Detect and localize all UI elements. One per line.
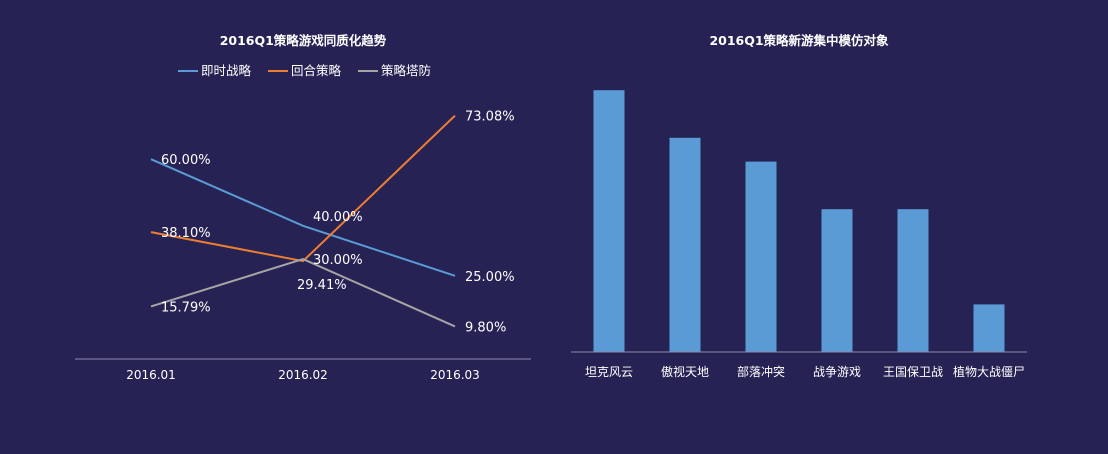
bar-chart-x-ticks: 坦克风云 傲视天地 部落冲突 战争游戏 王国保卫战 植物大战僵尸 — [585, 364, 1025, 379]
bar — [973, 304, 1005, 352]
data-label: 38.10% — [161, 226, 211, 241]
bar-category-label: 战争游戏 — [813, 365, 861, 379]
bar-category-label: 植物大战僵尸 — [953, 364, 1025, 379]
series-line-0 — [150, 158, 456, 277]
bar — [897, 209, 929, 352]
series-line-1 — [150, 114, 456, 263]
data-label: 60.00% — [161, 153, 211, 168]
line-chart-title: 2016Q1策略游戏同质化趋势 — [220, 33, 387, 48]
bar — [669, 137, 701, 352]
bar-category-label: 部落冲突 — [737, 364, 785, 379]
legend-label: 回合策略 — [291, 63, 342, 78]
legend-label: 策略塔防 — [381, 63, 431, 78]
line-chart-x-ticks: 2016.01 2016.02 2016.03 — [126, 368, 480, 382]
data-label: 30.00% — [313, 253, 363, 268]
bar — [745, 161, 777, 352]
legend-label: 即时战略 — [201, 63, 252, 78]
bar-chart-title: 2016Q1策略新游集中模仿对象 — [709, 33, 889, 48]
series-line-2 — [150, 258, 456, 328]
data-label: 9.80% — [465, 320, 506, 335]
bar-category-label: 王国保卫战 — [883, 365, 943, 379]
bar-chart: 2016Q1策略新游集中模仿对象 坦克风云 傲视天地 部落冲突 战争游戏 王国保卫战 植物… — [571, 33, 1027, 379]
x-tick-label: 2016.03 — [430, 368, 480, 382]
data-label: 40.00% — [313, 210, 363, 225]
x-tick-label: 2016.01 — [126, 368, 176, 382]
bar-category-label: 坦克风云 — [585, 365, 633, 379]
bar-chart-bars — [593, 90, 1005, 352]
data-label: 29.41% — [297, 278, 347, 293]
bar — [821, 209, 853, 352]
bar — [593, 90, 625, 352]
x-tick-label: 2016.02 — [278, 368, 328, 382]
data-label: 25.00% — [465, 270, 515, 285]
data-label: 15.79% — [161, 300, 211, 315]
line-chart-legend: 即时战略 回合策略 策略塔防 — [178, 63, 431, 78]
data-label: 73.08% — [465, 110, 515, 125]
line-chart-series — [150, 114, 456, 328]
bar-category-label: 傲视天地 — [661, 364, 709, 379]
line-chart-data-labels: 60.00% 40.00% 25.00% 38.10% 29.41% 73.08% 15.7… — [161, 110, 515, 336]
line-chart: 2016Q1策略游戏同质化趋势 即时战略 回合策略 策略塔防 2016.01 2016… — [75, 33, 531, 382]
